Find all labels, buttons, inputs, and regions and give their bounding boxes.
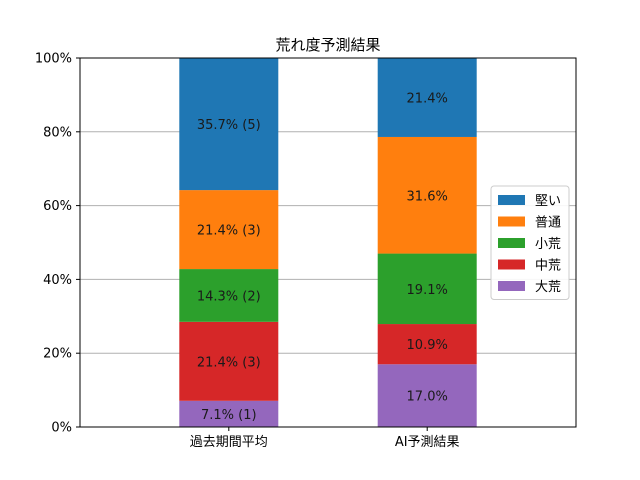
legend-label: 普通 [535,216,561,231]
legend-swatch [498,281,525,291]
data-label: 21.4% (3) [197,355,261,370]
x-tick-label: AI予測結果 [395,435,460,450]
bar-segment [179,400,279,427]
y-tick-label: 0% [51,421,72,436]
y-tick-label: 20% [43,347,72,362]
y-tick-label: 80% [43,125,72,140]
legend-label: 小荒 [535,237,561,252]
legend-label: 堅い [535,194,561,209]
bars [179,58,477,427]
data-label: 21.4% (3) [197,224,261,239]
x-axis: 過去期間平均 AI予測結果 [190,427,460,450]
y-axis: 0% 20% 40% 60% 80% 100% [35,52,80,436]
legend-swatch [498,259,525,270]
plot-frame [79,57,577,428]
data-label: 31.6% [407,189,448,204]
bar-segment [377,136,477,254]
legend-swatch [498,238,525,248]
legend-box [490,185,570,300]
x-tick-label: 過去期間平均 [190,435,268,450]
segment-labels: 7.1% (1) 21.4% (3) 14.3% (2) 21.4% (3) 35.7%… [197,91,448,422]
chart-title: 荒れ度予測結果 [275,36,380,54]
data-label: 35.7% (5) [197,118,261,133]
legend-label: 大荒 [535,280,561,295]
bar-segment [179,190,279,270]
legend-label: 中荒 [535,259,561,274]
data-label: 17.0% [407,390,448,405]
y-tick-label: 40% [43,273,72,288]
bar-segment [377,58,477,137]
bar-segment [377,324,477,365]
legend-swatch [498,216,525,227]
data-label: 19.1% [407,283,448,298]
data-label: 7.1% (1) [201,408,257,423]
y-tick-label: 100% [35,52,72,67]
data-label: 10.9% [407,338,448,353]
y-tick-label: 60% [43,199,72,214]
legend-swatch [498,195,525,205]
bar-segment [179,269,279,322]
bar-segment [377,364,477,427]
data-label: 14.3% (2) [197,289,261,304]
bar-segment [179,321,279,401]
bar-segment [377,253,477,325]
data-label: 21.4% [407,91,448,106]
bar-segment [179,58,279,191]
